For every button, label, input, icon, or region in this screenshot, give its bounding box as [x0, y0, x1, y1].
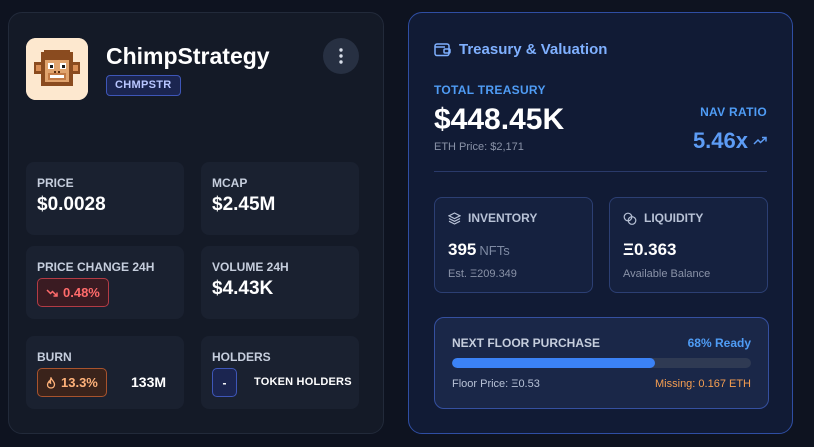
floor-progress-fill: [452, 358, 656, 368]
treasury-card: Treasury & Valuation TOTAL TREASURY $448…: [408, 12, 793, 434]
coins-icon: [623, 212, 637, 225]
total-treasury-value: $448.45K: [434, 103, 565, 136]
vertical-dots-icon: [339, 48, 343, 64]
price-change-badge: 0.48%: [37, 278, 109, 307]
burn-badge: 13.3%: [37, 368, 107, 397]
trending-down-icon: [46, 288, 58, 297]
mcap-stat: MCAP $2.45M: [201, 162, 359, 235]
nav-ratio: 5.46x: [693, 128, 767, 154]
wallet-icon: [434, 43, 451, 57]
holders-count-badge: -: [212, 368, 237, 397]
inventory-card: INVENTORY 395 NFTs Est. Ξ209.349: [434, 197, 593, 293]
token-ticker-badge: CHMPSTR: [106, 75, 181, 96]
inventory-label: INVENTORY: [468, 211, 538, 225]
price-stat: PRICE $0.0028: [26, 162, 184, 235]
inventory-value: 395: [448, 240, 477, 259]
holders-label: HOLDERS: [212, 350, 271, 364]
price-change-label: PRICE CHANGE 24H: [37, 260, 155, 274]
floor-purchase-title: NEXT FLOOR PURCHASE: [452, 336, 601, 350]
holders-caption: TOKEN HOLDERS: [254, 376, 352, 388]
liquidity-label: LIQUIDITY: [644, 211, 704, 225]
holders-stat: HOLDERS - TOKEN HOLDERS: [201, 336, 359, 409]
inventory-estimate: Est. Ξ209.349: [448, 268, 517, 280]
more-options-button[interactable]: [323, 38, 359, 74]
inventory-unit: NFTs: [479, 243, 510, 258]
treasury-title: Treasury & Valuation: [459, 41, 608, 58]
mcap-label: MCAP: [212, 176, 248, 190]
trending-up-icon: [753, 136, 767, 145]
eth-price: ETH Price: $2,171: [434, 141, 524, 153]
treasury-header: Treasury & Valuation: [434, 41, 607, 58]
total-treasury-label: TOTAL TREASURY: [434, 83, 546, 97]
nav-ratio-label: NAV RATIO: [700, 105, 767, 119]
floor-progress-bar: [452, 358, 751, 368]
liquidity-card: LIQUIDITY Ξ0.363 Available Balance: [609, 197, 768, 293]
floor-ready-percent: 68% Ready: [687, 336, 751, 350]
nav-ratio-value: 5.46x: [692, 128, 748, 153]
burn-amount: 133M: [131, 374, 167, 390]
liquidity-value: Ξ0.363: [623, 240, 677, 259]
volume-value: $4.43K: [212, 278, 274, 299]
mcap-value: $2.45M: [212, 194, 276, 215]
price-change-stat: PRICE CHANGE 24H 0.48%: [26, 246, 184, 319]
pixel-chimp-icon: [26, 38, 88, 100]
divider: [434, 171, 767, 172]
price-value: $0.0028: [37, 194, 106, 215]
liquidity-header: LIQUIDITY: [623, 211, 703, 225]
next-floor-purchase-card: NEXT FLOOR PURCHASE 68% Ready Floor Pric…: [434, 317, 769, 409]
token-name: ChimpStrategy: [106, 43, 270, 69]
inventory-header: INVENTORY: [448, 211, 537, 225]
volume-stat: VOLUME 24H $4.43K: [201, 246, 359, 319]
floor-missing: Missing: 0.167 ETH: [655, 378, 751, 390]
layers-icon: [448, 211, 461, 225]
volume-label: VOLUME 24H: [212, 260, 289, 274]
liquidity-caption: Available Balance: [623, 268, 711, 280]
inventory-value-row: 395 NFTs: [448, 240, 510, 260]
price-change-value: 0.48%: [63, 285, 100, 300]
token-card: ChimpStrategy CHMPSTR PRICE $0.0028 MCAP…: [8, 12, 384, 434]
flame-icon: [46, 376, 56, 389]
price-label: PRICE: [37, 176, 74, 190]
burn-percent: 13.3%: [61, 375, 98, 390]
burn-stat: BURN 13.3% 133M: [26, 336, 184, 409]
floor-price: Floor Price: Ξ0.53: [452, 378, 540, 390]
burn-label: BURN: [37, 350, 72, 364]
